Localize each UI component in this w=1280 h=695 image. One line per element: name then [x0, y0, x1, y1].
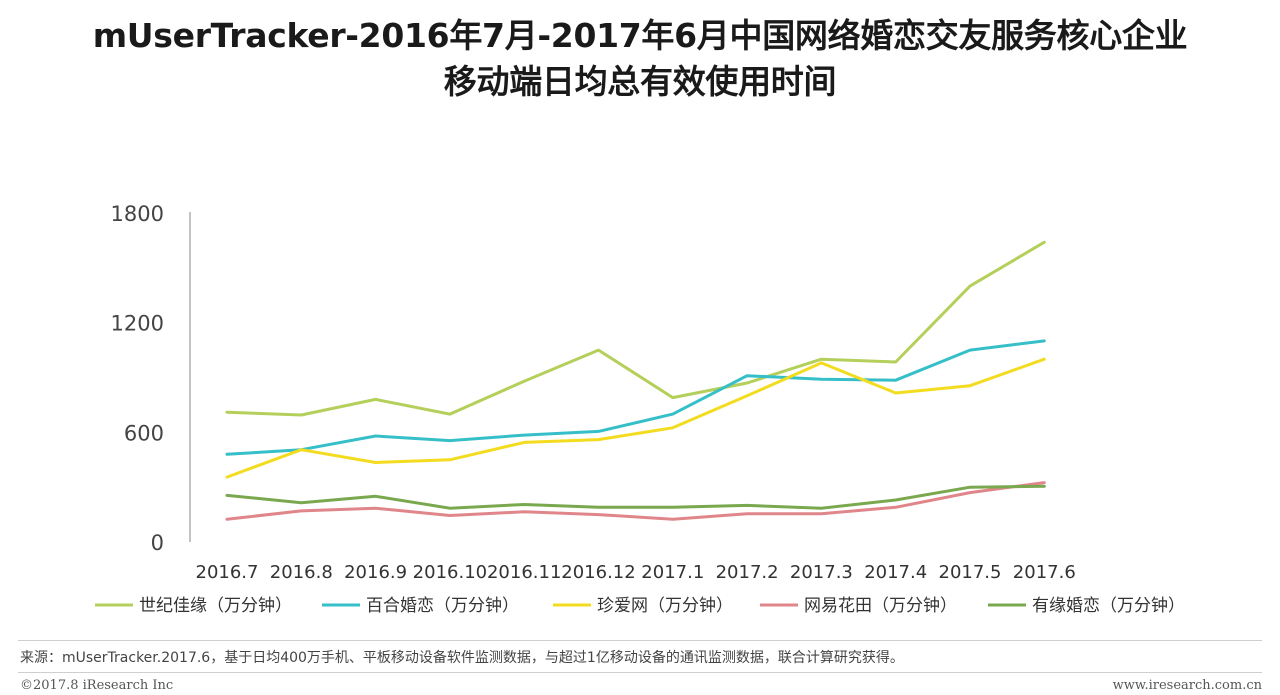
- footer-divider-bottom: [18, 672, 1262, 673]
- x-tick-label: 2016.8: [270, 562, 333, 583]
- x-tick-label: 2017.1: [641, 562, 704, 583]
- series-line-5: [225, 484, 1046, 510]
- y-tick-label: 1200: [111, 312, 164, 336]
- x-tick-label: 2016.9: [344, 562, 407, 583]
- legend-label: 世纪佳缘（万分钟）: [139, 596, 292, 616]
- legend-label: 百合婚恋（万分钟）: [366, 595, 519, 616]
- legend-label: 珍爱网（万分钟）: [597, 596, 733, 616]
- chart-title-line1: mUserTracker-2016年7月-2017年6月中国网络婚恋交友服务核心…: [92, 16, 1188, 55]
- x-tick-label: 2017.3: [790, 562, 853, 583]
- legend-label: 网易花田（万分钟）: [804, 596, 957, 616]
- x-tick-label: 2016.12: [561, 562, 635, 583]
- x-tick-label: 2017.4: [864, 562, 927, 583]
- series-line-3: [225, 357, 1046, 479]
- series-line-1: [225, 240, 1046, 417]
- copyright: ©2017.8 iResearch Inc: [20, 678, 174, 693]
- footer-divider-top: [18, 640, 1262, 641]
- series-line-2: [225, 339, 1046, 456]
- x-tick-label: 2016.7: [196, 562, 259, 583]
- x-tick-label: 2017.5: [939, 562, 1002, 583]
- source-note: 来源：mUserTracker.2017.6，基于日均400万手机、平板移动设备…: [20, 650, 904, 666]
- website-url: www.iresearch.com.cn: [1112, 678, 1262, 693]
- x-tick-label: 2016.11: [487, 562, 561, 583]
- y-tick-label: 0: [151, 531, 164, 555]
- series-line-4: [225, 481, 1046, 521]
- chart-title-line2: 移动端日均总有效使用时间: [443, 62, 837, 101]
- x-tick-label: 2017.2: [716, 562, 779, 583]
- y-tick-label: 600: [124, 421, 164, 445]
- legend-label: 有缘婚恋（万分钟）: [1032, 595, 1185, 616]
- x-tick-label: 2016.10: [413, 562, 487, 583]
- x-tick-label: 2017.6: [1013, 562, 1076, 583]
- y-tick-label: 1800: [111, 202, 164, 226]
